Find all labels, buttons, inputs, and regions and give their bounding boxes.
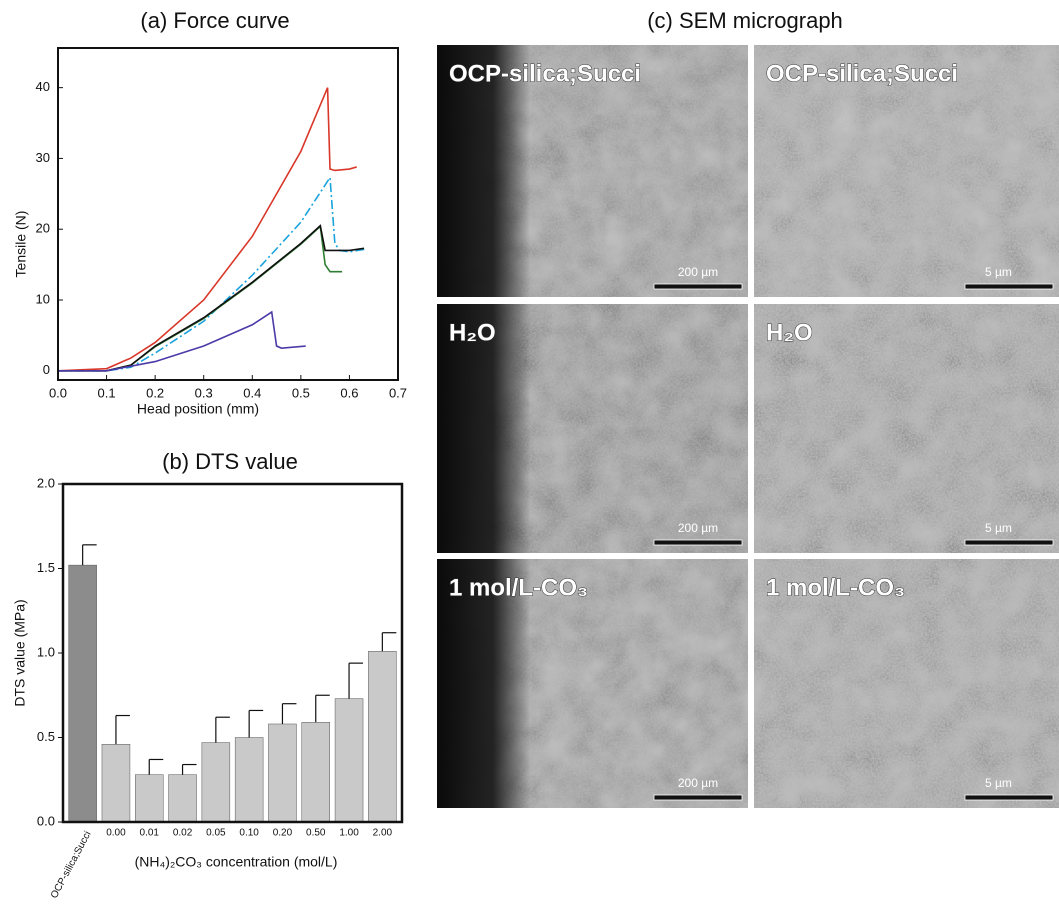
figure: (a) Force curve (b) DTS value (c) SEM mi…	[0, 0, 1059, 912]
x-tick-label: 0.3	[195, 385, 213, 400]
image-label: OCP-silica;Succi	[766, 60, 958, 87]
error-bar	[349, 663, 363, 698]
error-bar	[216, 717, 230, 742]
scale-bar	[654, 284, 742, 289]
chart-title: (b) DTS value	[162, 449, 298, 474]
x-tick-label: 0.10	[239, 828, 259, 839]
bar	[202, 743, 230, 822]
x-tick-label: 0.01	[140, 828, 160, 839]
image-label: OCP-silica;Succi	[449, 60, 641, 87]
error-bar	[149, 759, 163, 774]
scale-bar-label: 5 µm	[985, 521, 1012, 535]
bar	[135, 775, 163, 822]
y-tick-label: 30	[36, 150, 50, 165]
error-bar	[183, 765, 197, 775]
y-tick-label: 0	[43, 362, 50, 377]
scale-bar-label: 5 µm	[985, 265, 1012, 279]
y-tick-label: 1.0	[37, 644, 55, 659]
x-tick-label: 1.00	[339, 828, 359, 839]
bar	[335, 699, 363, 822]
series-line	[58, 88, 357, 371]
scale-bar	[965, 284, 1053, 289]
image-label: 1 mol/L-CO₃	[766, 574, 905, 601]
series-line	[58, 226, 342, 370]
error-bar	[249, 710, 263, 737]
sem-image: H₂O 200 µm	[437, 304, 748, 553]
x-tick-label: OCP-silica;Succi	[49, 829, 94, 900]
x-tick-label: 0.50	[306, 828, 326, 839]
sem-image: OCP-silica;Succi 200 µm	[437, 45, 748, 297]
y-tick-label: 20	[36, 221, 50, 236]
sem-image: H₂O 5 µm	[754, 304, 1059, 553]
x-tick-label: 0.5	[292, 385, 310, 400]
y-axis-label: Tensile (N)	[13, 211, 29, 278]
error-bar	[83, 545, 97, 565]
y-tick-label: 1.5	[37, 560, 55, 575]
error-bar	[382, 633, 396, 652]
panel-title: (c) SEM micrograph	[647, 8, 843, 33]
scale-bar-label: 5 µm	[985, 776, 1012, 790]
scale-bar-label: 200 µm	[678, 265, 718, 279]
x-tick-label: 0.2	[146, 385, 164, 400]
y-tick-label: 10	[36, 291, 50, 306]
bar	[169, 775, 197, 822]
scale-bar	[654, 795, 742, 800]
series-line	[58, 226, 364, 371]
x-axis-label: Head position (mm)	[137, 401, 259, 417]
y-tick-label: 0.0	[37, 813, 55, 828]
bar	[102, 744, 130, 822]
y-tick-label: 0.5	[37, 729, 55, 744]
image-label: H₂O	[449, 319, 496, 346]
error-bar	[116, 716, 130, 745]
x-tick-label: 0.4	[243, 385, 261, 400]
y-tick-label: 2.0	[37, 475, 55, 490]
scale-bar	[965, 540, 1053, 545]
image-label: H₂O	[766, 319, 813, 346]
y-tick-label: 40	[36, 79, 50, 94]
x-tick-label: 0.6	[340, 385, 358, 400]
scale-bar	[654, 540, 742, 545]
x-tick-label: 0.05	[206, 828, 226, 839]
x-tick-label: 2.00	[373, 828, 393, 839]
scale-bar	[965, 795, 1053, 800]
bar	[368, 651, 396, 822]
error-bar	[282, 704, 296, 724]
image-label: 1 mol/L-CO₃	[449, 574, 588, 601]
bar	[235, 738, 263, 823]
plot-frame	[58, 48, 398, 380]
x-tick-label: 0.1	[98, 385, 116, 400]
error-bar	[316, 695, 330, 722]
sem-image: OCP-silica;Succi 5 µm	[754, 45, 1059, 297]
x-tick-label: 0.00	[106, 828, 126, 839]
bar	[268, 724, 296, 822]
chart-title: (a) Force curve	[140, 8, 289, 33]
series-line	[58, 312, 306, 371]
x-tick-label: 0.0	[49, 385, 67, 400]
bar	[302, 722, 330, 822]
x-tick-label: 0.20	[273, 828, 293, 839]
x-tick-label: 0.7	[389, 385, 407, 400]
scale-bar-label: 200 µm	[678, 521, 718, 535]
sem-image: 1 mol/L-CO₃ 5 µm	[754, 559, 1059, 808]
x-tick-label: 0.02	[173, 828, 193, 839]
x-axis-label: (NH₄)₂CO₃ concentration (mol/L)	[135, 854, 338, 870]
y-axis-label: DTS value (MPa)	[12, 599, 28, 706]
bar	[69, 565, 97, 822]
scale-bar-label: 200 µm	[678, 776, 718, 790]
sem-image: 1 mol/L-CO₃ 200 µm	[437, 559, 748, 808]
